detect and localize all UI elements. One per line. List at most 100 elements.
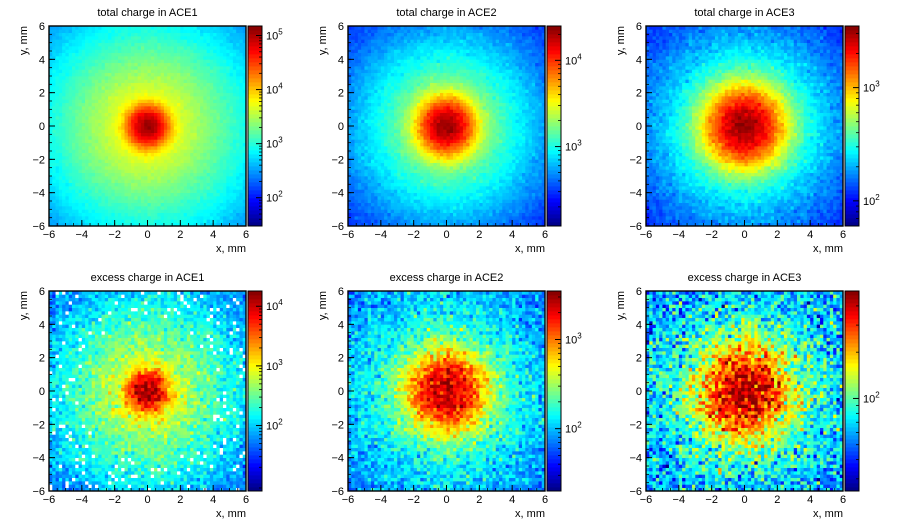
heatmap-cell (125, 163, 129, 167)
heatmap-cell (121, 193, 125, 197)
heatmap-cell (125, 139, 129, 143)
heatmap-cell (56, 146, 60, 150)
heatmap-cell (479, 216, 483, 220)
heatmap-cell (138, 109, 142, 113)
heatmap-cell (105, 153, 109, 157)
heatmap-cell (378, 203, 382, 207)
heatmap-cell (62, 176, 66, 180)
heatmap-cell (138, 99, 142, 103)
heatmap-cell (213, 106, 217, 110)
heatmap-cell (59, 73, 63, 77)
heatmap-cell (397, 216, 401, 220)
heatmap-cell (371, 199, 375, 203)
heatmap-cell (92, 203, 96, 207)
heatmap-cell (193, 79, 197, 83)
heatmap-cell (358, 176, 362, 180)
heatmap-cell (404, 206, 408, 210)
heatmap-cell (85, 216, 89, 220)
heatmap-cell (98, 83, 102, 87)
heatmap-cell (121, 123, 125, 127)
heatmap-cell (115, 143, 119, 147)
heatmap-cell (56, 169, 60, 173)
heatmap-cell (387, 169, 391, 173)
heatmap-cell (230, 106, 234, 110)
heatmap-cell (85, 206, 89, 210)
heatmap-cell (72, 153, 76, 157)
heatmap-cell (236, 79, 240, 83)
heatmap-cell (381, 219, 385, 223)
heatmap-cell (62, 36, 66, 40)
heatmap-cell (121, 209, 125, 213)
heatmap-cell (148, 206, 152, 210)
heatmap-cell (62, 146, 66, 150)
heatmap-cell (88, 69, 92, 73)
heatmap-cell (453, 206, 457, 210)
heatmap-cell (148, 143, 152, 147)
heatmap-cell (52, 106, 56, 110)
heatmap-cell (151, 46, 155, 50)
heatmap-cell (519, 203, 523, 207)
heatmap-cell (203, 209, 207, 213)
y-tick-label: −4 (32, 188, 45, 200)
heatmap-cell (371, 183, 375, 187)
heatmap-cell (213, 193, 217, 197)
heatmap-cell (216, 209, 220, 213)
heatmap-cell (88, 139, 92, 143)
heatmap-cell (427, 213, 431, 217)
heatmap-cell (92, 216, 96, 220)
heatmap-cell (456, 196, 460, 200)
heatmap-cell (469, 209, 473, 213)
heatmap-cell (427, 203, 431, 207)
heatmap-cell (220, 103, 224, 107)
heatmap-cell (476, 213, 480, 217)
heatmap-cell (157, 36, 161, 40)
heatmap-cell (121, 119, 125, 123)
heatmap-cell (72, 43, 76, 47)
heatmap-cell (75, 83, 79, 87)
heatmap-cell (75, 209, 79, 213)
heatmap-cell (102, 29, 106, 33)
heatmap-cell (522, 186, 526, 190)
heatmap-cell (213, 93, 217, 97)
heatmap-cell (239, 163, 243, 167)
heatmap-cell (102, 156, 106, 160)
heatmap-cell (131, 153, 135, 157)
heatmap-cell (502, 216, 506, 220)
heatmap-cell (98, 36, 102, 40)
heatmap-cell (236, 173, 240, 177)
heatmap-cell (105, 146, 109, 150)
heatmap-cell (381, 166, 385, 170)
heatmap-cell (105, 213, 109, 217)
heatmap-cell (374, 199, 378, 203)
heatmap-cell (92, 53, 96, 57)
heatmap-cell (410, 216, 414, 220)
heatmap-cell (167, 106, 171, 110)
heatmap-cell (239, 183, 243, 187)
heatmap-cell (108, 126, 112, 130)
heatmap-cell (85, 176, 89, 180)
heatmap-cell (460, 183, 464, 187)
heatmap-cell (131, 86, 135, 90)
heatmap-cell (85, 59, 89, 63)
heatmap-cell (134, 43, 138, 47)
heatmap-cell (177, 89, 181, 93)
heatmap-cell (193, 186, 197, 190)
heatmap-cell (456, 199, 460, 203)
heatmap-cell (79, 59, 83, 63)
heatmap-cell (210, 66, 214, 70)
heatmap-cell (115, 103, 119, 107)
heatmap-cell (483, 213, 487, 217)
heatmap-cell (371, 189, 375, 193)
heatmap-cell (131, 43, 135, 47)
heatmap-cell (358, 199, 362, 203)
heatmap-cell (466, 199, 470, 203)
heatmap-cell (210, 109, 214, 113)
heatmap-cell (161, 119, 165, 123)
heatmap-cell (437, 179, 441, 183)
heatmap-cell (233, 126, 237, 130)
heatmap-cell (394, 199, 398, 203)
heatmap-cell (187, 176, 191, 180)
heatmap-cell (108, 173, 112, 177)
heatmap-cell (148, 193, 152, 197)
heatmap-cell (213, 206, 217, 210)
